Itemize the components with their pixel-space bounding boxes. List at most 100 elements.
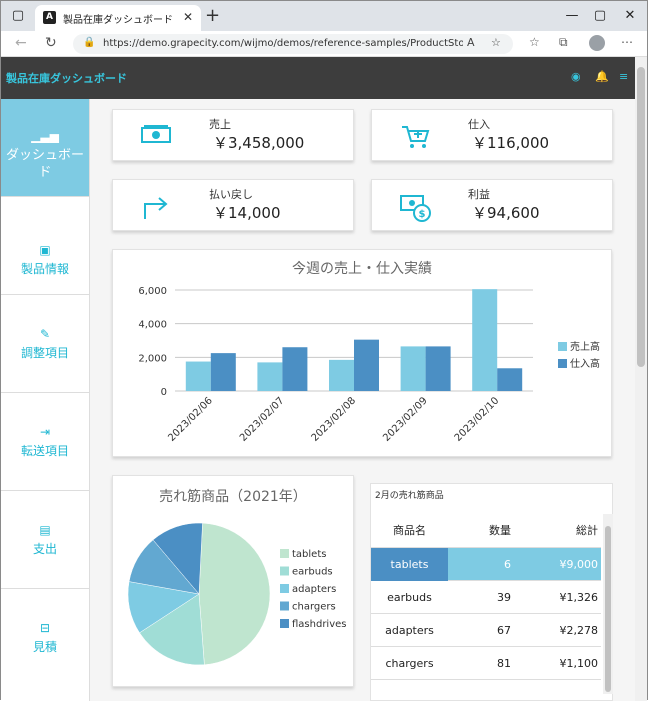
legend-label: tablets <box>292 549 326 560</box>
app-header: 製品在庫ダッシュボード ◉ 🔔 ≡ <box>1 57 635 99</box>
legend-swatch <box>280 601 289 611</box>
table-row[interactable]: chargers 81 ¥1,100 <box>371 647 601 680</box>
app-title: 製品在庫ダッシュボード <box>6 72 127 85</box>
cell-product[interactable]: chargers <box>385 657 434 670</box>
table-row[interactable]: adapters 67 ¥2,278 <box>371 614 601 647</box>
read-aloud-icon[interactable]: A <box>467 36 475 49</box>
basket-icon: ⊟ <box>39 621 51 635</box>
transfer-icon: ⇥ <box>39 425 51 439</box>
kpi-card-refunds: 払い戻し ￥14,000 <box>112 179 354 231</box>
chart-title: 今週の売上・仕入実績 <box>292 261 432 277</box>
table-row[interactable]: earbuds 39 ¥1,326 <box>371 581 601 614</box>
new-tab-icon[interactable]: + <box>205 5 221 26</box>
tab-title: 製品在庫ダッシュボード <box>63 15 173 26</box>
back-icon[interactable]: ← <box>15 35 27 51</box>
svg-text:$: $ <box>419 209 426 220</box>
bar-仕入高[interactable] <box>425 346 451 391</box>
window-close-icon[interactable]: ✕ <box>624 8 636 23</box>
cart-icon <box>402 126 430 148</box>
browser-tab[interactable]: A 製品在庫ダッシュボード ✕ <box>35 5 201 31</box>
sidebar-item-transfers[interactable]: ⇥ 転送項目 <box>1 393 89 491</box>
chart-title: 売れ筋商品（2021年） <box>159 489 307 505</box>
collections-icon[interactable]: ⧉ <box>559 35 568 49</box>
sidebar-item-label: 支出 <box>32 542 57 556</box>
cell-quantity[interactable]: 67 <box>497 624 511 637</box>
bar-売上高[interactable] <box>400 346 426 391</box>
grid-scroll-thumb[interactable] <box>605 526 611 692</box>
legend-label: flashdrives <box>292 619 347 630</box>
sidebar-item-dashboard[interactable]: ▁▃▅ ダッシュボード <box>1 99 89 197</box>
bar-売上高[interactable] <box>329 359 354 391</box>
user-icon[interactable]: ◉ <box>571 70 581 83</box>
cell-total[interactable]: ¥1,100 <box>559 657 599 670</box>
lock-icon: 🔒 <box>83 37 96 48</box>
bar-仕入高[interactable] <box>497 368 523 391</box>
cell-product[interactable]: earbuds <box>387 591 432 604</box>
favorite-star-icon[interactable]: ☆ <box>491 36 501 49</box>
dashboard-content: 売上 ￥3,458,000 仕入 ￥116,000 払い戻し ￥14,000 <box>90 99 635 701</box>
column-header[interactable]: 総計 <box>576 524 598 537</box>
tab-actions-icon[interactable]: ▢ <box>11 8 25 23</box>
bar-仕入高[interactable] <box>282 347 308 391</box>
page-scroll-thumb[interactable] <box>637 67 645 367</box>
pie-slice-earbuds[interactable] <box>139 593 205 666</box>
cell-total[interactable]: ¥9,000 <box>559 558 599 571</box>
cell-quantity[interactable]: 81 <box>497 657 511 670</box>
more-icon[interactable]: ⋯ <box>621 35 633 49</box>
maximize-icon[interactable]: ▢ <box>593 8 607 23</box>
kpi-label: 仕入 <box>468 118 490 131</box>
box-icon: ▣ <box>39 243 51 257</box>
sidebar-item-adjustments[interactable]: ✎ 調整項目 <box>1 295 89 393</box>
bar-売上高[interactable] <box>257 362 283 391</box>
legend-swatch <box>280 549 289 558</box>
bell-icon[interactable]: 🔔 <box>595 70 609 83</box>
column-header[interactable]: 数量 <box>489 524 511 537</box>
sidebar-item-quotes[interactable]: ⊟ 見積 <box>1 589 89 687</box>
grid-scrollbar[interactable] <box>603 514 613 694</box>
pie-slice-flashdrives[interactable] <box>152 522 203 595</box>
weekly-sales-chart-card: 今週の売上・仕入実績 0 2,000 4,000 6,000 2023/02/06 202… <box>112 249 612 457</box>
menu-icon[interactable]: ≡ <box>619 70 629 83</box>
pie-slice-tablets[interactable] <box>198 522 271 666</box>
bar-売上高[interactable] <box>185 361 211 391</box>
february-top-products-grid: 2月の売れ筋商品 商品名 数量 総計 tablets 6 ¥9,000 earb… <box>370 483 613 701</box>
legend-swatch <box>280 584 289 593</box>
favorites-icon[interactable]: ☆ <box>529 35 540 49</box>
profile-avatar[interactable] <box>589 35 605 51</box>
bar-chart-icon: ▁▃▅ <box>31 129 59 143</box>
grid-title: 2月の売れ筋商品 <box>375 491 444 501</box>
cell-product[interactable]: tablets <box>371 548 448 581</box>
cell-total[interactable]: ¥1,326 <box>559 591 599 604</box>
cell-quantity[interactable]: 39 <box>497 591 511 604</box>
column-header[interactable]: 商品名 <box>393 524 426 537</box>
address-toolbar: ← ↻ 🔒 https://demo.grapecity.com/wijmo/d… <box>1 31 647 57</box>
bar-仕入高[interactable] <box>354 339 379 391</box>
top-products-pie-card: 売れ筋商品（2021年） tablets earbuds adapters charg… <box>112 475 354 687</box>
minimize-icon[interactable]: — <box>565 8 579 23</box>
close-icon[interactable]: ✕ <box>182 10 193 24</box>
kpi-value: ￥116,000 <box>472 134 550 152</box>
refresh-icon[interactable]: ↻ <box>45 35 57 51</box>
x-tick-label: 2023/02/09 <box>381 395 430 444</box>
cell-product[interactable]: adapters <box>385 624 434 637</box>
x-tick-label: 2023/02/06 <box>166 395 215 444</box>
briefcase-icon: ▤ <box>39 523 51 537</box>
url-text: https://demo.grapecity.com/wijmo/demos/r… <box>103 38 463 49</box>
cell-quantity[interactable]: 6 <box>504 558 511 571</box>
weekly-sales-bar-chart: 0 2,000 4,000 6,000 2023/02/06 2023/02/07 2023… <box>138 286 600 444</box>
bar-仕入高[interactable] <box>210 353 236 391</box>
cell-total[interactable]: ¥2,278 <box>559 624 599 637</box>
table-row[interactable]: tablets 6 ¥9,000 <box>371 548 601 581</box>
bar-売上高[interactable] <box>472 289 498 391</box>
page-scrollbar[interactable] <box>635 57 647 701</box>
legend-swatch <box>558 359 567 368</box>
legend-label: 仕入高 <box>570 357 600 370</box>
kpi-label: 利益 <box>468 188 490 201</box>
address-bar[interactable]: 🔒 https://demo.grapecity.com/wijmo/demos… <box>73 34 513 54</box>
sidebar-item-expenses[interactable]: ▤ 支出 <box>1 491 89 589</box>
sidebar-item-products[interactable]: ▣ 製品情報 <box>1 197 89 295</box>
legend-swatch <box>558 342 567 351</box>
legend-label: adapters <box>292 584 336 595</box>
sidebar-item-label: 製品情報 <box>20 262 69 276</box>
x-tick-label: 2023/02/07 <box>238 395 287 444</box>
